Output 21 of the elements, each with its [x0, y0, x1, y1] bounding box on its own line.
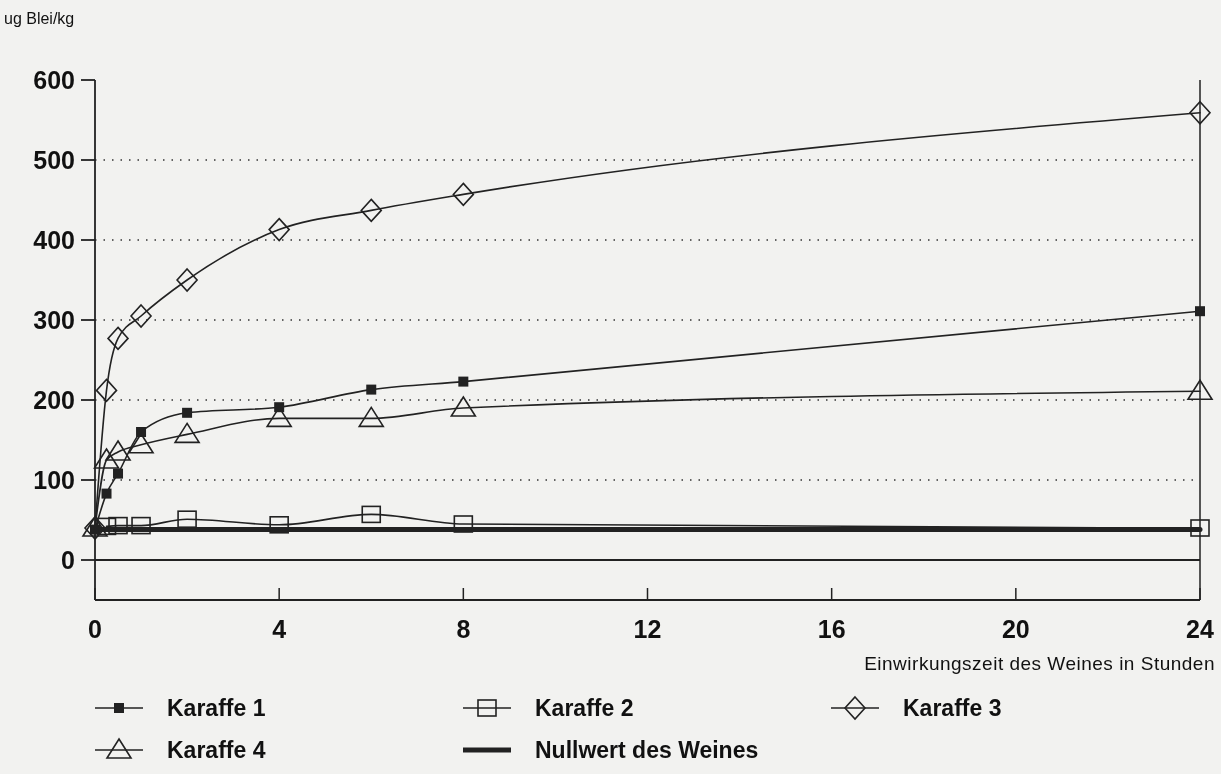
y-tick-label: 200 — [33, 385, 75, 414]
y-tick-label: 100 — [33, 465, 75, 494]
y-tick-label: 300 — [33, 305, 75, 334]
legend-label: Karaffe 3 — [903, 695, 1002, 722]
x-tick-label: 4 — [272, 615, 287, 643]
x-tick-label: 20 — [1001, 615, 1030, 643]
y-tick-label: 400 — [33, 225, 75, 254]
x-tick-label: 8 — [456, 615, 471, 643]
x-tick-label: 24 — [1186, 615, 1214, 643]
y-axis-title: ug Blei/kg — [4, 10, 75, 27]
legend-label: Nullwert des Weines — [535, 737, 759, 764]
legend-label: Karaffe 2 — [535, 695, 634, 722]
legend-label: Karaffe 1 — [167, 695, 266, 722]
x-tick-label: 0 — [88, 615, 102, 643]
y-tick-label: 600 — [33, 65, 75, 94]
y-tick-label: 0 — [61, 545, 75, 574]
x-tick-label: 12 — [633, 615, 662, 643]
legend-label: Karaffe 4 — [167, 737, 266, 764]
x-tick-label: 16 — [817, 615, 846, 643]
x-axis-title: Einwirkungszeit des Weines in Stunden — [864, 653, 1215, 674]
y-tick-label: 500 — [33, 145, 75, 174]
